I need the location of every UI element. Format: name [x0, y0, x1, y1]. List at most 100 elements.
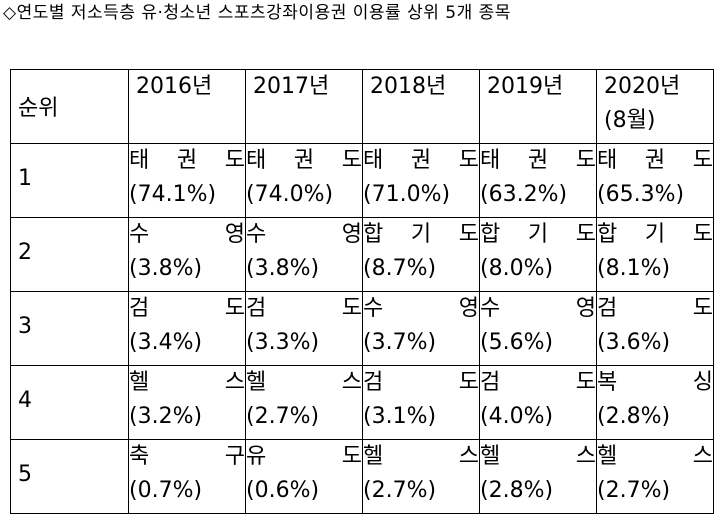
sport-share: (0.7%)	[129, 478, 203, 503]
sport-name: 검 도	[597, 296, 713, 321]
rank-cell: 3	[10, 291, 129, 366]
year-header-cell: 2020년 (8월)	[596, 69, 714, 144]
rank-number: 5	[18, 462, 32, 487]
sport-share: (8.7%)	[363, 256, 437, 281]
sport-name: 복 싱	[597, 370, 713, 395]
table-row: 3 검 도 (3.4%) 검 도 (3.3%) 수 영 (3.7%) 수 영 (5.6%…	[10, 291, 714, 366]
year-header-cell: 2019년	[479, 69, 597, 144]
year-header-cell: 2016년	[128, 69, 246, 144]
rank-cell: 2	[10, 217, 129, 292]
sport-name: 헬 스	[597, 444, 713, 469]
table-header-row: 순위 2016년 2017년 2018년 2019년 2020년 (8월)	[10, 69, 714, 144]
sport-share: (3.4%)	[129, 330, 203, 355]
year-header: 2020년	[604, 74, 681, 99]
sport-share: (8.0%)	[480, 256, 554, 281]
sport-share: (4.0%)	[480, 404, 554, 429]
sport-cell: 수 영 (5.6%)	[479, 291, 597, 366]
sport-share: (71.0%)	[363, 182, 451, 207]
sport-share: (5.6%)	[480, 330, 554, 355]
sport-name: 유 도	[246, 444, 362, 469]
sport-name: 태 권 도	[480, 148, 596, 173]
sport-share: (0.6%)	[246, 478, 320, 503]
sport-name: 태 권 도	[597, 148, 713, 173]
sport-name: 헬 스	[246, 370, 362, 395]
sport-share: (74.1%)	[129, 182, 217, 207]
sport-cell: 검 도 (3.6%)	[596, 291, 714, 366]
table-row: 5 축 구 (0.7%) 유 도 (0.6%) 헬 스 (2.7%) 헬 스 (2.8%…	[10, 439, 714, 514]
sport-cell: 태 권 도 (74.0%)	[245, 143, 363, 218]
sport-cell: 복 싱 (2.8%)	[596, 365, 714, 440]
sport-cell: 헬 스 (2.7%)	[596, 439, 714, 514]
rank-number: 3	[18, 314, 32, 339]
table-row: 1 태 권 도 (74.1%) 태 권 도 (74.0%) 태 권 도 (71.0%)…	[10, 143, 714, 218]
sport-cell: 수 영 (3.8%)	[128, 217, 246, 292]
sport-cell: 검 도 (3.3%)	[245, 291, 363, 366]
rank-cell: 4	[10, 365, 129, 440]
sport-name: 수 영	[363, 296, 479, 321]
sport-name: 축 구	[129, 444, 245, 469]
sport-name: 검 도	[246, 296, 362, 321]
year-header: 2019년	[487, 74, 564, 99]
sport-share: (3.3%)	[246, 330, 320, 355]
sport-cell: 헬 스 (2.7%)	[362, 439, 480, 514]
rank-number: 2	[18, 240, 32, 265]
sport-share: (65.3%)	[597, 182, 685, 207]
table-row: 4 헬 스 (3.2%) 헬 스 (2.7%) 검 도 (3.1%) 검 도 (4.0%…	[10, 365, 714, 440]
rank-number: 1	[18, 166, 32, 191]
rank-cell: 5	[10, 439, 129, 514]
year-header: 2018년	[370, 74, 447, 99]
sport-name: 수 영	[246, 222, 362, 247]
sport-share: (3.8%)	[129, 256, 203, 281]
sport-share: (2.8%)	[480, 478, 554, 503]
sport-share: (3.7%)	[363, 330, 437, 355]
sport-name: 합 기 도	[480, 222, 596, 247]
sport-cell: 헬 스 (3.2%)	[128, 365, 246, 440]
year-header-cell: 2017년	[245, 69, 363, 144]
sport-cell: 유 도 (0.6%)	[245, 439, 363, 514]
year-header: 2016년	[136, 74, 213, 99]
sport-cell: 검 도 (4.0%)	[479, 365, 597, 440]
year-header-cell: 2018년	[362, 69, 480, 144]
sport-cell: 축 구 (0.7%)	[128, 439, 246, 514]
sport-name: 헬 스	[480, 444, 596, 469]
sport-name: 수 영	[129, 222, 245, 247]
rank-number: 4	[18, 388, 32, 413]
sport-cell: 태 권 도 (74.1%)	[128, 143, 246, 218]
sport-name: 검 도	[129, 296, 245, 321]
sport-cell: 수 영 (3.8%)	[245, 217, 363, 292]
sport-cell: 합 기 도 (8.0%)	[479, 217, 597, 292]
sport-share: (63.2%)	[480, 182, 568, 207]
sport-share: (2.7%)	[363, 478, 437, 503]
rank-header-cell: 순위	[10, 69, 129, 144]
sport-share: (3.1%)	[363, 404, 437, 429]
sport-cell: 검 도 (3.1%)	[362, 365, 480, 440]
sport-cell: 태 권 도 (63.2%)	[479, 143, 597, 218]
sport-name: 헬 스	[363, 444, 479, 469]
sport-share: (2.7%)	[597, 478, 671, 503]
rank-header: 순위	[18, 96, 59, 121]
sport-cell: 헬 스 (2.7%)	[245, 365, 363, 440]
rank-cell: 1	[10, 143, 129, 218]
sport-cell: 헬 스 (2.8%)	[479, 439, 597, 514]
sport-cell: 합 기 도 (8.1%)	[596, 217, 714, 292]
sport-share: (2.7%)	[246, 404, 320, 429]
sport-name: 태 권 도	[129, 148, 245, 173]
sport-name: 합 기 도	[363, 222, 479, 247]
sport-name: 헬 스	[129, 370, 245, 395]
table-row: 2 수 영 (3.8%) 수 영 (3.8%) 합 기 도 (8.7%) 합 기 도(…	[10, 217, 714, 292]
sport-cell: 태 권 도 (65.3%)	[596, 143, 714, 218]
sport-share: (3.6%)	[597, 330, 671, 355]
sport-share: (8.1%)	[597, 256, 671, 281]
sport-cell: 수 영 (3.7%)	[362, 291, 480, 366]
sport-name: 합 기 도	[597, 222, 713, 247]
sport-cell: 태 권 도 (71.0%)	[362, 143, 480, 218]
sport-name: 수 영	[480, 296, 596, 321]
sport-name: 태 권 도	[363, 148, 479, 173]
page-title: ◇연도별 저소득층 유·청소년 스포츠강좌이용권 이용률 상위 5개 종목	[3, 3, 511, 23]
sport-name: 검 도	[480, 370, 596, 395]
sport-name: 검 도	[363, 370, 479, 395]
sport-cell: 검 도 (3.4%)	[128, 291, 246, 366]
sport-share: (3.8%)	[246, 256, 320, 281]
ranking-table: 순위 2016년 2017년 2018년 2019년 2020년 (8월) 1 …	[10, 69, 714, 514]
sport-share: (2.8%)	[597, 404, 671, 429]
